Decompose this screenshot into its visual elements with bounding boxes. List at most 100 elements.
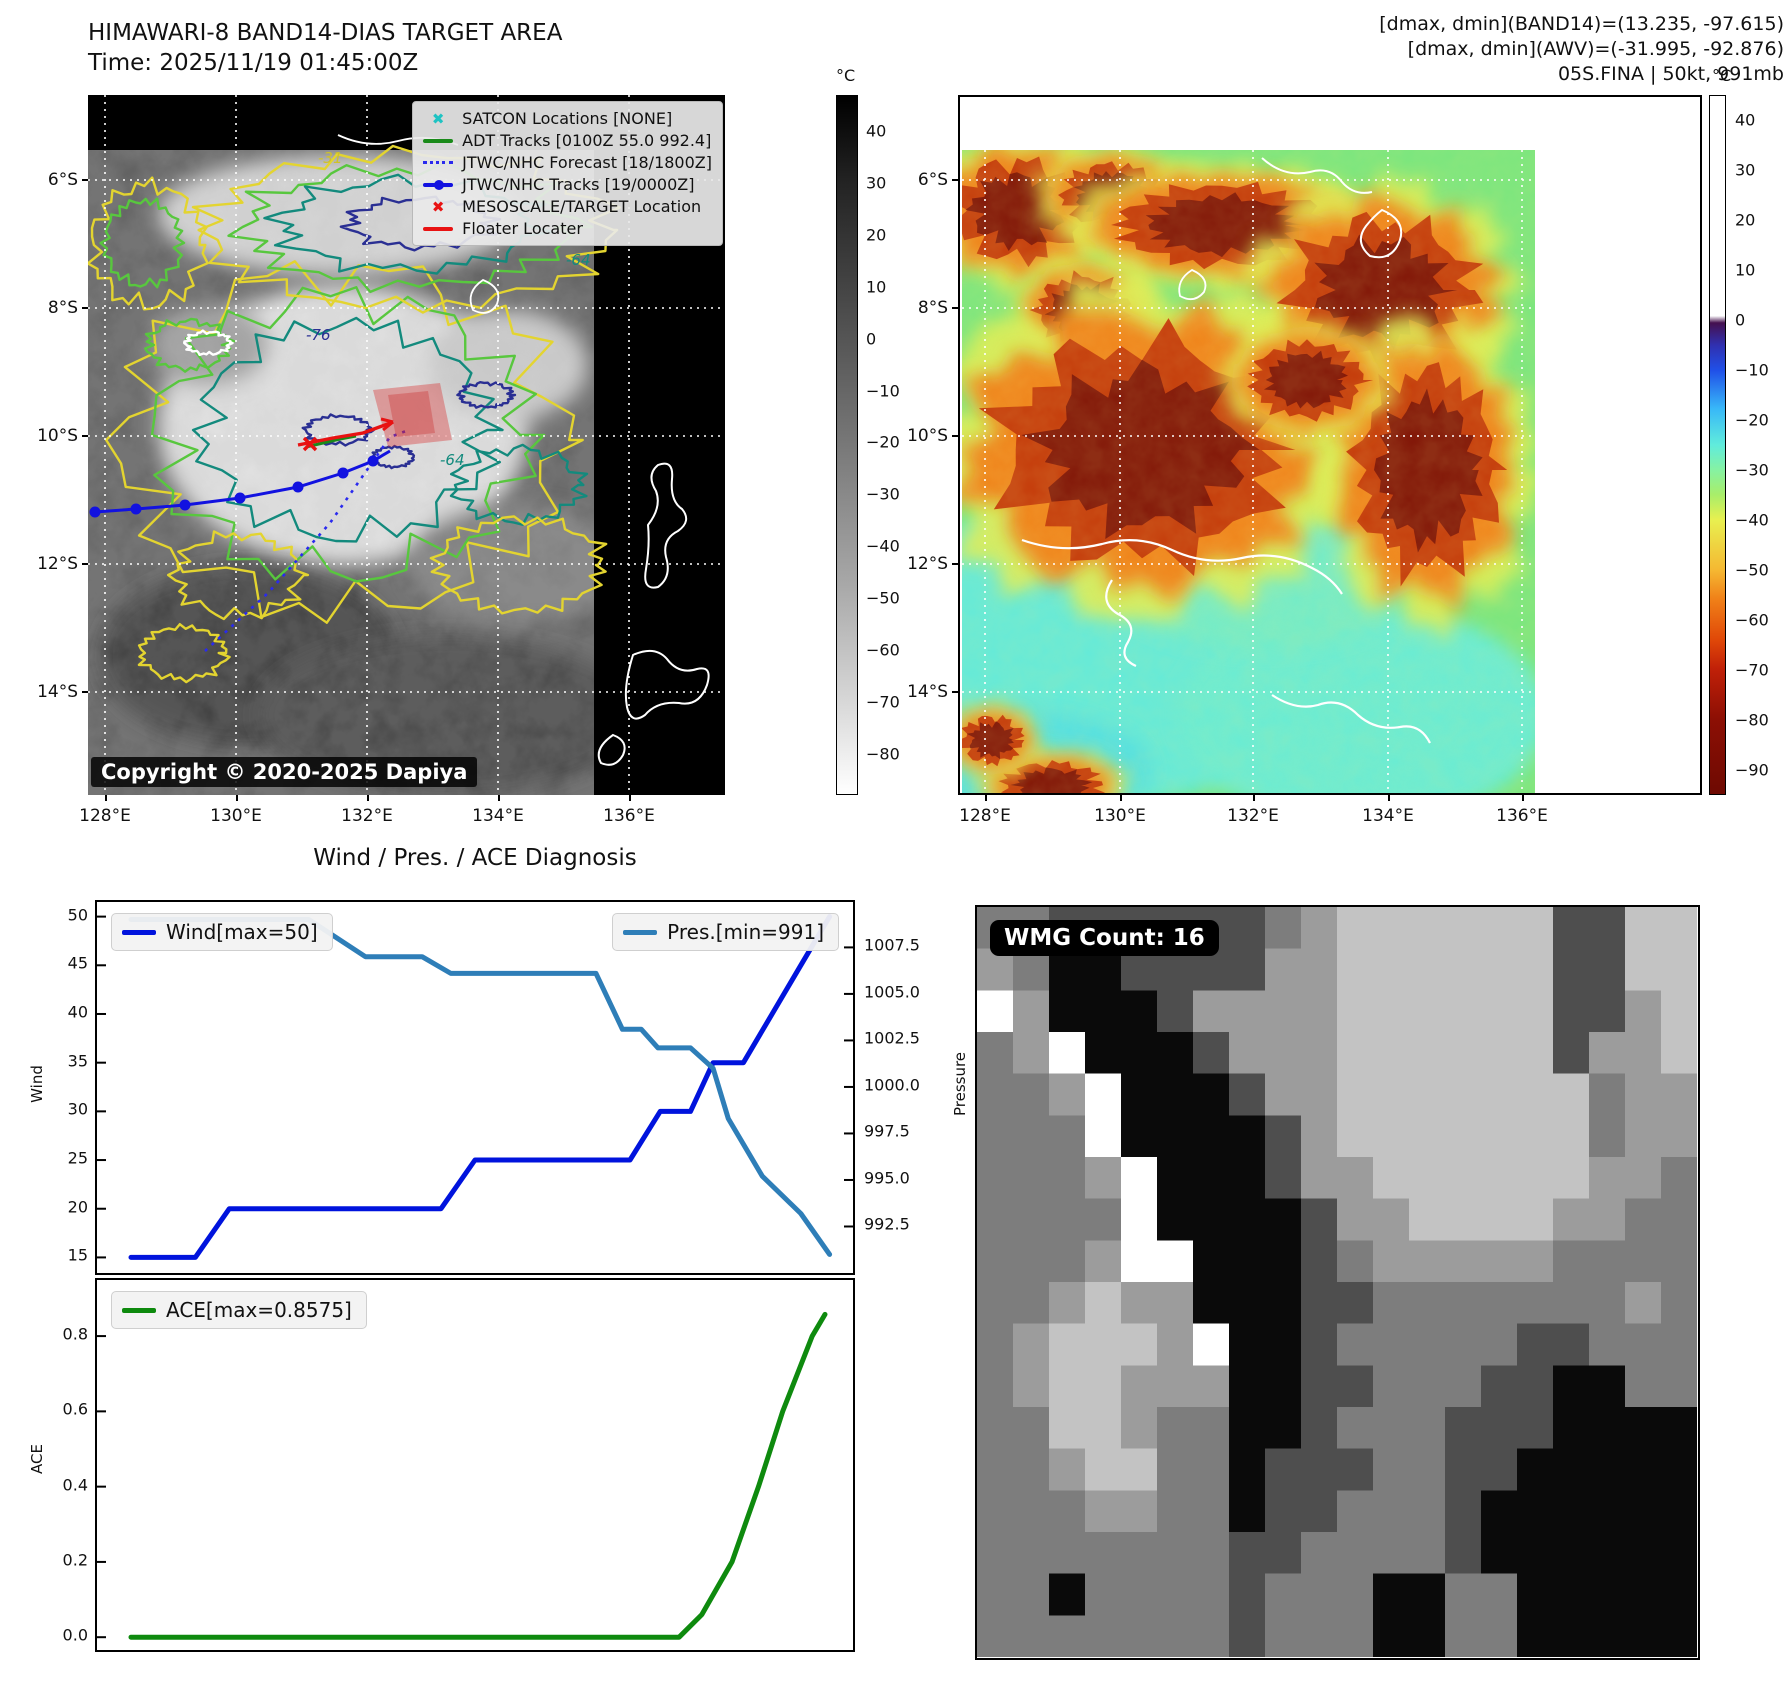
legend-item: ✖ MESOSCALE/TARGET Location [423,197,712,216]
colorbar-tick-label: −90 [1735,760,1769,780]
tick-mark [952,307,958,309]
wind-tick-label: 15 [67,1245,88,1265]
lon-tick-label: 136°E [603,806,655,826]
colorbar-tick-label: −70 [1735,660,1769,680]
colorbar-tick-label: −30 [1735,460,1769,480]
wind-tick-label: 45 [67,953,88,973]
x-marker-icon: ✖ [431,197,445,216]
pressure-legend-label: Pres.[min=991] [667,920,824,944]
colorbar-tick-label: 30 [1735,160,1756,180]
colorbar-tick-label: −10 [866,381,900,401]
tick-mark [498,795,500,801]
pressure-tick-label: 1000.0 [864,1075,920,1095]
band14-satellite-map: -31 -64 -76 -64 ✖ SATCON Locations [NONE] ADT… [88,95,725,795]
colorbar-tick-label: −30 [866,484,900,504]
ace-tick-label: 0.4 [62,1475,88,1495]
wmg-pixel-image [977,907,1697,1657]
colorbar-tick-label: −40 [866,536,900,556]
pressure-tick-label: 995.0 [864,1168,910,1188]
awv-colorbar [1709,95,1726,795]
legend-item-label: Floater Locater [462,219,583,238]
legend-item: JTWC/NHC Tracks [19/0000Z] [423,175,712,194]
dmax-dmin-awv: [dmax, dmin](AWV)=(-31.995, -92.876) [1407,38,1784,60]
tick-mark [105,795,107,801]
tick-mark [952,691,958,693]
storm-id-intensity: 05S.FINA | 50kt, 991mb [1557,63,1784,85]
legend-item: ✖ SATCON Locations [NONE] [423,109,712,128]
colorbar-tick-label: −60 [1735,610,1769,630]
colorbar-tick-label: 10 [866,277,887,297]
pressure-tick-label: 997.5 [864,1121,910,1141]
ace-chart: ACE[max=0.8575] [95,1278,855,1652]
legend-item: Floater Locater [423,219,712,238]
legend-item-label: JTWC/NHC Forecast [18/1800Z] [462,153,712,172]
tick-mark [82,307,88,309]
colorbar-tick-label: 40 [1735,110,1756,130]
lon-tick-label: 132°E [341,806,393,826]
copyright-badge: Copyright © 2020-2025 Dapiya [91,757,478,787]
colorbar-tick-label: 40 [866,121,887,141]
tick-mark [952,435,958,437]
legend-item-label: ADT Tracks [0100Z 55.0 992.4] [462,131,712,150]
lat-tick-label: 12°S [907,554,948,574]
wmg-panel: WMG Count: 16 [975,905,1700,1660]
tick-mark [1120,795,1122,801]
ace-legend-label: ACE[max=0.8575] [166,1298,352,1322]
lon-tick-label: 130°E [210,806,262,826]
chart-title: Wind / Pres. / ACE Diagnosis [313,845,637,871]
line-with-dot-icon [423,179,454,190]
page-title: HIMAWARI-8 BAND14-DIAS TARGET AREA [88,20,563,46]
colorbar-tick-label: 0 [866,329,877,349]
tick-mark [367,795,369,801]
lat-tick-label: 10°S [907,426,948,446]
lon-tick-label: 128°E [79,806,131,826]
lon-tick-label: 136°E [1496,806,1548,826]
colorbar-tick-label: 20 [866,225,887,245]
line-icon [423,138,454,143]
pressure-axis-label: Pressure [951,1051,970,1117]
wind-legend-swatch [122,929,156,935]
dotted-line-icon [423,161,454,164]
lon-tick-label: 134°E [1362,806,1414,826]
tick-mark [82,563,88,565]
ace-legend: ACE[max=0.8575] [111,1291,367,1329]
band14-colorbar-unit: °C [836,66,856,85]
ace-tick-label: 0.8 [62,1324,88,1344]
tick-mark [985,795,987,801]
tick-mark [82,691,88,693]
colorbar-tick-label: 10 [1735,260,1756,280]
legend-item: JTWC/NHC Forecast [18/1800Z] [423,153,712,172]
lon-tick-label: 128°E [959,806,1011,826]
tick-mark [1522,795,1524,801]
tick-mark [82,179,88,181]
wind-pressure-chart: Wind[max=50] Pres.[min=991] [95,900,855,1275]
lat-tick-label: 8°S [47,298,78,318]
legend-item-label: SATCON Locations [NONE] [462,109,673,128]
ace-tick-label: 0.2 [62,1550,88,1570]
legend-item-label: JTWC/NHC Tracks [19/0000Z] [462,175,695,194]
colorbar-tick-label: −60 [866,640,900,660]
wind-pressure-plot [97,914,853,1260]
diagnostics-header: [dmax, dmin](BAND14)=(13.235, -97.615) [… [1084,12,1784,87]
x-marker-icon: ✖ [431,109,445,128]
lat-tick-label: 14°S [907,682,948,702]
wind-tick-label: 40 [67,1002,88,1022]
wind-tick-label: 30 [67,1099,88,1119]
map-legend: ✖ SATCON Locations [NONE] ADT Tracks [0100… [412,101,723,246]
tick-mark [82,435,88,437]
colorbar-tick-label: −40 [1735,510,1769,530]
tick-mark [629,795,631,801]
colorbar-tick-label: 0 [1735,310,1746,330]
lat-tick-label: 14°S [37,682,78,702]
line-icon [423,226,454,231]
colorbar-tick-label: −20 [1735,410,1769,430]
colorbar-tick-label: −10 [1735,360,1769,380]
band14-panel-title: HIMAWARI-8 BAND14-DIAS TARGET AREA Time:… [88,18,562,78]
svg-text:-64: -64 [566,251,591,269]
pressure-legend-swatch [623,929,658,935]
wind-tick-label: 35 [67,1051,88,1071]
svg-text:-31: -31 [318,149,343,167]
lat-tick-label: 6°S [47,170,78,190]
pressure-tick-label: 1002.5 [864,1028,920,1048]
